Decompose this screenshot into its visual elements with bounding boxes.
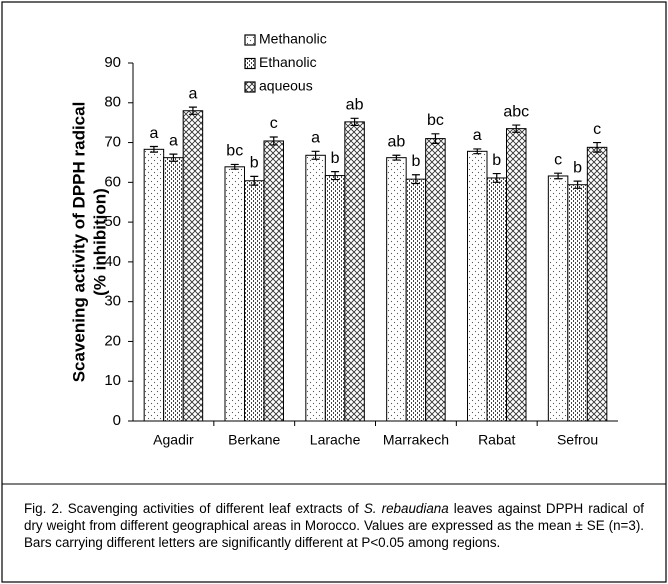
bar <box>224 166 245 422</box>
error-bar <box>411 174 420 185</box>
significance-letter: a <box>473 127 482 144</box>
error-bar <box>269 136 278 146</box>
significance-letter: abc <box>503 103 529 120</box>
bar <box>344 121 365 422</box>
y-tick-label: 10 <box>104 372 121 389</box>
bar <box>467 150 488 422</box>
significance-letter: bc <box>226 143 243 160</box>
y-axis-title: Scavening activity of DPPH radical <box>69 102 88 383</box>
bar <box>567 184 588 422</box>
y-tick-label: 60 <box>104 173 121 190</box>
bar <box>244 180 265 422</box>
significance-letter: b <box>411 153 420 170</box>
y-tick-label: 20 <box>104 332 121 349</box>
significance-letter: c <box>593 121 601 138</box>
error-bar <box>392 154 401 161</box>
legend-label: aqueous <box>259 78 313 94</box>
y-tick-label: 80 <box>104 94 121 111</box>
legend-label: Ethanolic <box>259 54 317 70</box>
x-tick-label: Rabat <box>478 432 515 448</box>
bar <box>163 157 184 422</box>
bar <box>305 154 326 422</box>
x-tick-label: Agadir <box>153 432 194 448</box>
error-bar <box>250 175 259 186</box>
y-tick-label: 50 <box>104 213 121 230</box>
y-tick-label: 30 <box>104 293 121 310</box>
significance-letter: c <box>270 115 278 132</box>
significance-letter: b <box>250 155 259 172</box>
y-tick-label: 40 <box>104 253 121 270</box>
bar <box>547 175 569 422</box>
bar <box>425 138 446 422</box>
significance-letter: ab <box>346 97 364 114</box>
bar <box>263 140 284 422</box>
bar <box>405 178 427 422</box>
error-bar <box>473 148 482 155</box>
significance-letter: c <box>554 151 562 168</box>
x-tick-label: Marrakech <box>383 432 449 448</box>
significance-letter: a <box>188 85 197 102</box>
bar <box>324 175 346 422</box>
y-tick-label: 70 <box>104 134 121 151</box>
error-bar <box>350 117 359 127</box>
bar <box>486 177 507 422</box>
error-bar <box>554 172 563 180</box>
bar <box>143 148 165 422</box>
x-tick-label: Sefrou <box>557 432 598 448</box>
significance-letter: b <box>331 150 340 167</box>
error-bar <box>331 170 340 181</box>
bar <box>386 157 407 422</box>
error-bar <box>431 133 440 144</box>
error-bar <box>512 124 521 133</box>
y-axis-title: (% inhibition) <box>90 188 109 296</box>
significance-letter: bc <box>427 112 444 129</box>
significance-letter: a <box>149 125 158 142</box>
caption: Fig. 2. Scavenging activities of differe… <box>24 500 644 551</box>
error-bar <box>492 172 501 183</box>
bar <box>182 110 204 422</box>
error-bar <box>311 150 320 160</box>
significance-letter: a <box>169 132 178 149</box>
x-tick-label: Berkane <box>228 432 280 448</box>
legend-swatch <box>244 81 256 93</box>
significance-letter: a <box>311 130 320 147</box>
error-bar <box>188 106 197 115</box>
caption-species: S. rebaudiana <box>363 501 449 516</box>
legend-swatch <box>244 34 256 46</box>
bar <box>506 128 527 422</box>
legend-label: Methanolic <box>259 31 327 47</box>
y-tick-label: 90 <box>104 54 121 71</box>
significance-letter: ab <box>388 134 406 151</box>
error-bar <box>169 153 178 162</box>
y-tick-label: 0 <box>113 412 121 429</box>
error-bar <box>593 141 602 153</box>
significance-letter: b <box>492 152 501 169</box>
caption-text: leaves against DPPH radical of dry weigh… <box>24 501 644 550</box>
x-tick-label: Larache <box>310 432 361 448</box>
caption-text: Fig. 2. Scavenging activities of differe… <box>24 501 364 516</box>
legend-swatch <box>244 57 256 70</box>
error-bar <box>230 163 239 170</box>
bar <box>586 146 608 422</box>
error-bar <box>149 145 158 153</box>
error-bar <box>573 180 582 189</box>
significance-letter: b <box>573 159 582 176</box>
